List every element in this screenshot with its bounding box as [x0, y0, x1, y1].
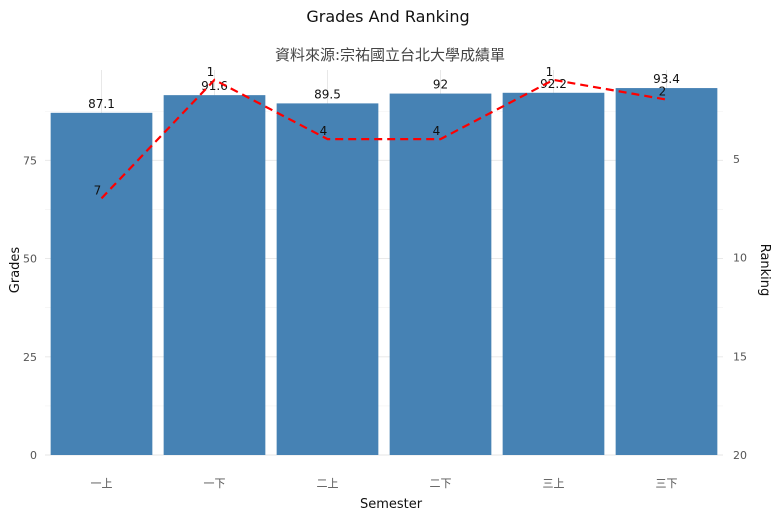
y2-tick-label: 15: [733, 350, 747, 363]
ranking-line: [100, 78, 667, 200]
ranking-value-label: 7: [94, 183, 102, 197]
y-tick-label: 0: [30, 449, 37, 462]
x-tick-label: 一上: [91, 477, 113, 490]
x-tick-label: 一下: [204, 477, 226, 490]
bars-group: [50, 88, 718, 456]
bar-value-label: 87.1: [88, 97, 115, 111]
x-tick-label: 三下: [656, 477, 678, 490]
chart-title: Grades And Ranking: [306, 7, 469, 26]
bar-value-label: 93.4: [653, 72, 680, 86]
y-tick-label: 50: [23, 253, 37, 266]
y-axis-title: Grades: [8, 247, 23, 294]
bar-value-label: 89.5: [314, 87, 341, 101]
bar: [163, 95, 266, 456]
ranking-value-label: 2: [659, 85, 667, 99]
ranking-value-label: 4: [433, 124, 441, 138]
x-axis-title: Semester: [360, 497, 423, 512]
bar-value-label: 92: [433, 78, 448, 92]
bar-labels-group: 87.191.689.592 92.2 93.4: [88, 72, 680, 111]
ranking-value-label: 1: [207, 65, 215, 79]
x-tick-label: 二下: [430, 477, 452, 490]
ranking-labels-group: 7 1 4 4 1 2: [94, 65, 667, 197]
y-tick-label: 25: [23, 351, 37, 364]
ranking-value-label: 4: [320, 124, 328, 138]
y2-tick-label: 20: [733, 449, 747, 462]
y2-tick-label: 5: [733, 153, 740, 166]
ranking-line-group: [100, 78, 667, 200]
bar: [276, 103, 379, 456]
bar: [502, 92, 605, 456]
ranking-value-label: 1: [546, 65, 554, 79]
bar: [50, 112, 153, 456]
x-tick-label: 二上: [317, 477, 339, 490]
x-tick-label: 三上: [543, 477, 565, 490]
y-tick-label: 75: [23, 154, 37, 167]
bar: [615, 88, 718, 456]
bar: [389, 93, 492, 456]
x-axis-ticks: 一上 一下 二上 二下 三上 三下: [91, 477, 678, 490]
chart-subtitle: 資料來源:宗祐國立台北大學成績單: [275, 46, 505, 64]
left-axis-ticks: 0 25 50 75: [23, 154, 37, 462]
y2-tick-label: 10: [733, 252, 747, 265]
right-axis-ticks: 5 10 15 20: [733, 153, 747, 462]
y2-axis-title: Ranking: [757, 244, 772, 297]
